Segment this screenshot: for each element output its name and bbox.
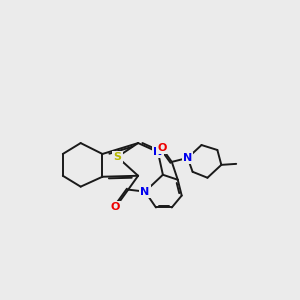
Text: N: N <box>153 147 163 157</box>
Text: O: O <box>111 202 120 212</box>
Text: N: N <box>140 187 150 196</box>
Text: N: N <box>183 153 192 163</box>
Text: S: S <box>113 152 121 162</box>
Text: O: O <box>157 143 167 153</box>
